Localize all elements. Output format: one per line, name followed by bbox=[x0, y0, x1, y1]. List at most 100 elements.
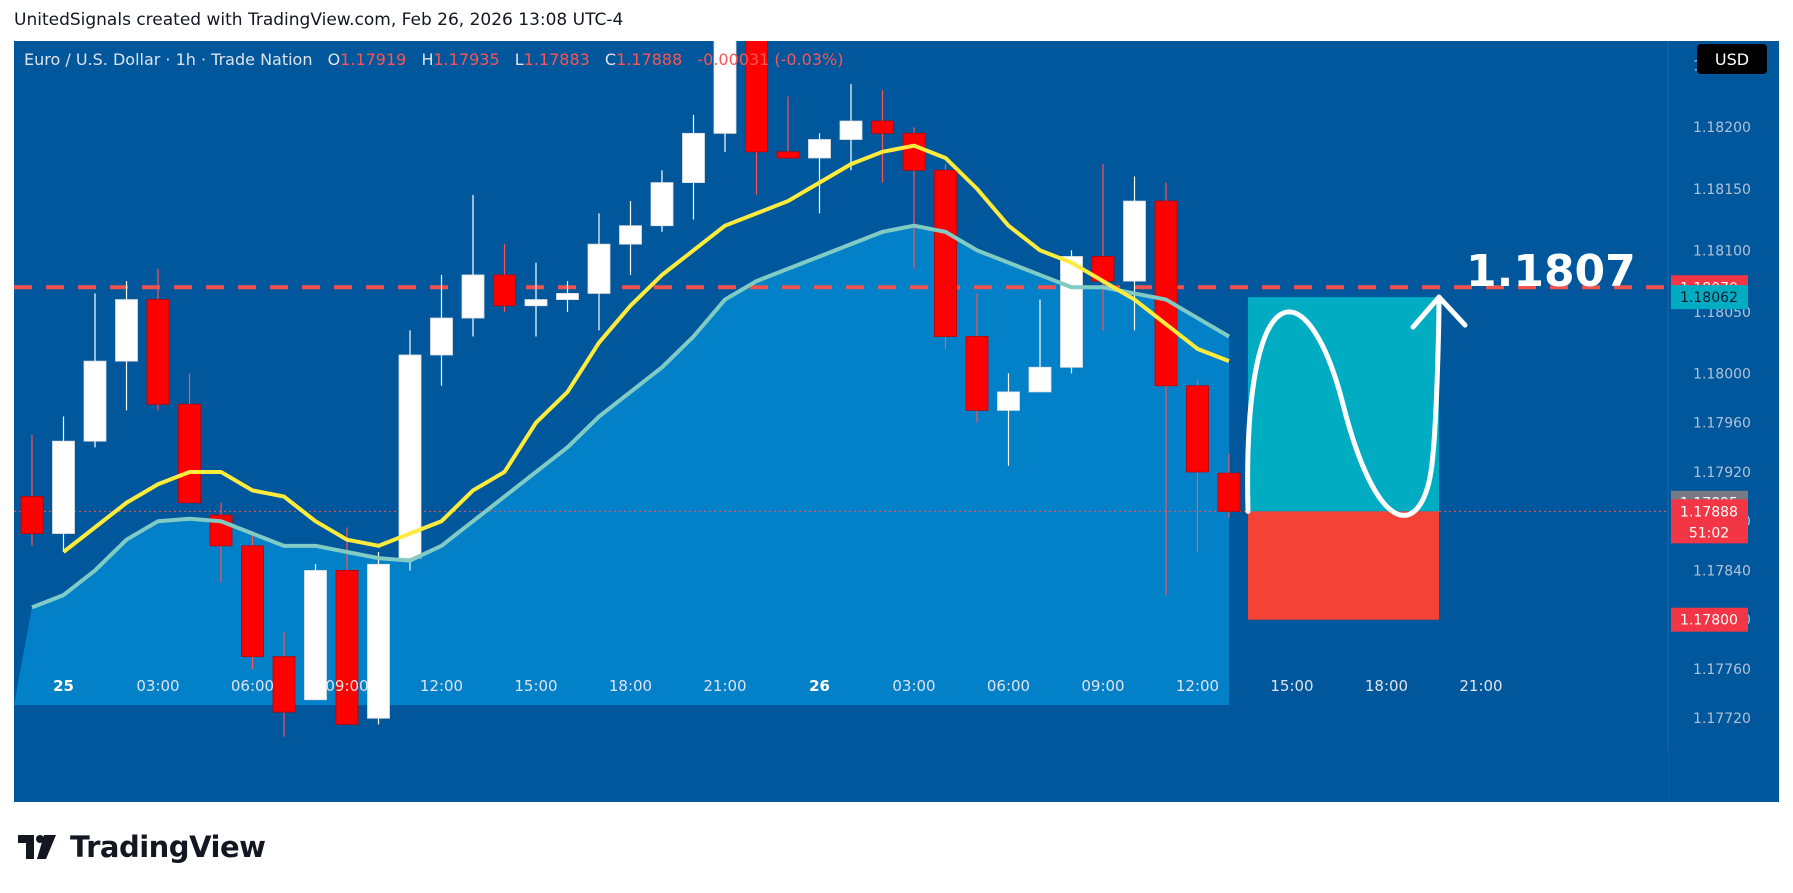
y-tick-label: 1.18100 bbox=[1693, 243, 1751, 259]
candle[interactable] bbox=[997, 373, 1020, 466]
price-tag-last-text: 1.17888 bbox=[1680, 504, 1738, 520]
candle-body bbox=[272, 656, 296, 713]
candle-body bbox=[934, 169, 957, 337]
close-label: C bbox=[605, 50, 616, 69]
high-label: H bbox=[421, 50, 433, 69]
candle-body bbox=[745, 41, 768, 153]
candle[interactable] bbox=[524, 262, 548, 337]
candle[interactable] bbox=[1091, 164, 1115, 331]
candle[interactable] bbox=[650, 170, 674, 232]
candle[interactable] bbox=[713, 41, 737, 152]
candles-layer[interactable] bbox=[20, 41, 1241, 737]
candle[interactable] bbox=[871, 90, 894, 183]
chart-frame[interactable]: 1.1807 1.182501.182001.181501.181001.180… bbox=[14, 41, 1779, 802]
open-value: 1.17919 bbox=[340, 50, 406, 69]
x-tick-label: 03:00 bbox=[136, 677, 179, 695]
tradingview-logo[interactable]: TradingView bbox=[18, 830, 266, 864]
currency-button[interactable]: USD bbox=[1697, 44, 1767, 74]
candle[interactable] bbox=[1123, 176, 1146, 331]
x-tick-label: 03:00 bbox=[892, 677, 935, 695]
candle[interactable] bbox=[430, 274, 453, 386]
candle-body bbox=[83, 360, 107, 442]
candle[interactable] bbox=[1186, 379, 1209, 552]
candle-body bbox=[20, 496, 44, 534]
candle[interactable] bbox=[20, 435, 44, 546]
ohlc-legend: Euro / U.S. Dollar · 1h · Trade Nation O… bbox=[24, 50, 843, 69]
price-tag-target: 1.18062 bbox=[1671, 285, 1748, 310]
candle-body bbox=[335, 570, 359, 725]
candle[interactable] bbox=[965, 293, 989, 423]
candle[interactable] bbox=[335, 527, 359, 725]
candle[interactable] bbox=[808, 133, 831, 214]
candle[interactable] bbox=[367, 551, 390, 725]
open-label: O bbox=[328, 50, 341, 69]
candle[interactable] bbox=[556, 281, 579, 312]
candle-body bbox=[776, 151, 800, 159]
tradingview-wordmark: TradingView bbox=[70, 830, 266, 864]
currency-label: USD bbox=[1715, 50, 1749, 69]
candle[interactable] bbox=[1028, 299, 1052, 393]
candle-body bbox=[1154, 200, 1178, 387]
candle[interactable] bbox=[619, 201, 642, 275]
x-tick-label: 18:00 bbox=[609, 677, 652, 695]
y-tick-label: 1.18000 bbox=[1693, 366, 1751, 382]
candle-body bbox=[682, 132, 705, 183]
price-tag-last: 1.17888 51:02 bbox=[1671, 499, 1748, 544]
candle[interactable] bbox=[241, 533, 264, 669]
candle[interactable] bbox=[839, 84, 863, 171]
candle-body bbox=[587, 243, 611, 294]
candle[interactable] bbox=[1217, 453, 1241, 518]
candle-body bbox=[398, 354, 422, 559]
x-tick-label: 06:00 bbox=[987, 677, 1030, 695]
candle-body bbox=[304, 570, 327, 701]
candle[interactable] bbox=[146, 268, 170, 411]
time-axis[interactable] bbox=[14, 749, 1668, 802]
price-scale[interactable] bbox=[1668, 41, 1779, 802]
x-tick-label: 26 bbox=[809, 677, 830, 695]
candle-body bbox=[713, 41, 737, 134]
candle[interactable] bbox=[493, 244, 516, 312]
candle-body bbox=[619, 225, 642, 245]
candle[interactable] bbox=[776, 96, 800, 159]
symbol-label[interactable]: Euro / U.S. Dollar · 1h · Trade Nation bbox=[24, 50, 312, 69]
candle-body bbox=[461, 274, 485, 319]
candle-body bbox=[430, 317, 453, 356]
candle-body bbox=[902, 132, 926, 171]
candle[interactable] bbox=[934, 164, 957, 349]
y-tick-label: 1.17960 bbox=[1693, 416, 1751, 432]
candle[interactable] bbox=[902, 127, 926, 269]
price-tag-last-bg bbox=[1671, 499, 1748, 544]
y-tick-label: 1.18200 bbox=[1693, 120, 1751, 136]
y-tick-label: 1.18150 bbox=[1693, 182, 1751, 198]
close-value: 1.17888 bbox=[616, 50, 682, 69]
price-chart[interactable]: 1.1807 1.182501.182001.181501.181001.180… bbox=[14, 41, 1779, 802]
x-tick-label: 21:00 bbox=[1459, 677, 1502, 695]
position-zones-layer[interactable] bbox=[1245, 294, 1468, 620]
candle[interactable] bbox=[83, 293, 107, 448]
candle[interactable] bbox=[745, 41, 768, 195]
price-tag-stop-text: 1.17800 bbox=[1680, 613, 1738, 629]
candle-body bbox=[1060, 256, 1083, 368]
candle[interactable] bbox=[178, 373, 201, 504]
x-tick-label: 09:00 bbox=[1081, 677, 1124, 695]
candle[interactable] bbox=[587, 213, 611, 331]
candle[interactable] bbox=[304, 564, 327, 701]
candle[interactable] bbox=[272, 632, 296, 737]
x-tick-label: 25 bbox=[53, 677, 74, 695]
x-tick-label: 12:00 bbox=[1176, 677, 1219, 695]
candle-body bbox=[965, 336, 989, 411]
candle[interactable] bbox=[461, 194, 485, 337]
stop-zone[interactable] bbox=[1248, 511, 1439, 620]
candle[interactable] bbox=[1154, 182, 1178, 596]
candle[interactable] bbox=[682, 114, 705, 220]
annotation-price-text: 1.1807 bbox=[1466, 246, 1636, 297]
x-tick-label: 15:00 bbox=[514, 677, 557, 695]
projection-wave-path bbox=[1245, 294, 1442, 518]
tradingview-logo-icon bbox=[18, 835, 56, 859]
candle-body bbox=[556, 293, 579, 300]
price-tag-target-bg bbox=[1671, 285, 1748, 310]
candle[interactable] bbox=[52, 416, 75, 552]
candle[interactable] bbox=[398, 330, 422, 571]
candle[interactable] bbox=[115, 281, 138, 411]
